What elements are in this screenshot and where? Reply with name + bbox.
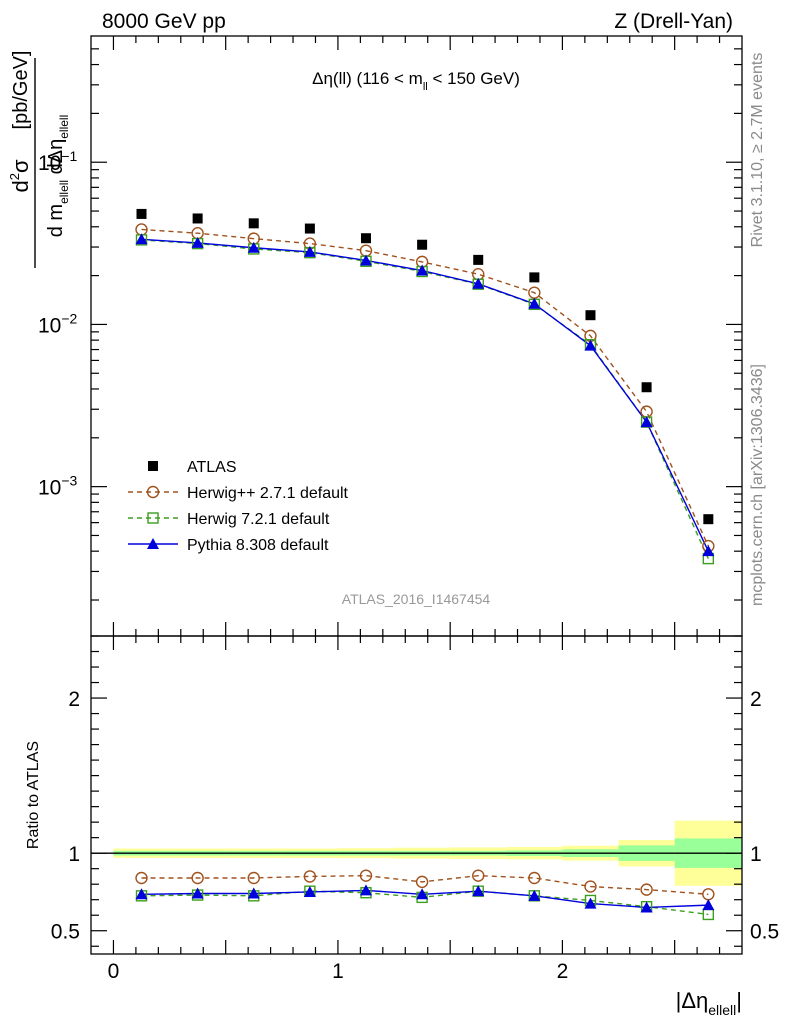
ratio-point-herwigpp [584,880,597,893]
ratio-point-pythia [359,884,372,896]
point-atlas [248,218,259,229]
ratio-frame [90,635,743,955]
legend-label-atlas: ATLAS [187,459,237,476]
side-label-mcplots: mcplots.cern.ch [arXiv:1306.3436] [749,364,766,606]
ylabel-unit-text: [pb/GeV] [10,51,32,130]
point-pythia [135,233,148,245]
ylabel-denominator: d mellell dΔηellell [45,115,71,238]
point-pythia [247,241,260,253]
ylabel-numerator: d2σ [7,159,33,192]
point-atlas [585,310,596,321]
ratio-y-tick-label: 1 [68,843,80,866]
point-atlas [529,272,540,283]
point-pythia [584,339,597,351]
x-axis-label-sub: ellell [708,1002,736,1018]
x-axis-label-post: | [736,988,742,1013]
watermark: ATLAS_2016_I1467454 [342,591,491,607]
point-atlas [417,239,428,250]
ratio-y-tick-label-right: 1 [750,843,762,866]
main-panel: 10−1 10−2 10−3 Δη(ll) (116 < mll < 150 GeV… [7,35,743,637]
ratio-point-pythia [191,887,204,899]
series-line-pythia [141,238,709,552]
point-pythia [702,545,715,557]
y-tick-label: 10−2 [38,310,78,337]
point-pythia [191,236,204,248]
ratio-ylabel: Ratio to ATLAS [25,741,42,849]
point-atlas [703,514,714,525]
ratio-point-pythia [584,897,597,909]
point-pythia [416,264,429,276]
header-left: 8000 GeV pp [102,10,226,33]
ratio-point-herwigpp [135,871,148,885]
main-marks [135,208,715,565]
ratio-point-herwigpp [472,869,485,882]
point-atlas [360,233,371,244]
ratio-marks [135,869,715,921]
main-ticks: 10−1 10−2 10−3 [38,36,742,636]
y-tick-label: 10−3 [38,473,78,500]
ratio-point-pythia [303,885,316,897]
point-pythia [528,297,541,309]
point-atlas [136,208,147,219]
ratio-point-herwigpp [303,870,317,883]
ratio-point-pythia [247,887,260,899]
header-right: Z (Drell-Yan) [614,10,733,33]
legend-marker-herwig7 [147,512,159,524]
point-herwigpp [640,405,653,418]
ratio-point-pythia [640,901,653,913]
ratio-point-herwigpp [191,871,204,885]
point-atlas [304,223,315,234]
ratio-y-tick-label: 2 [68,688,80,711]
legend-label-herwigpp: Herwig++ 2.7.1 default [187,485,349,502]
legend-marker-herwigpp [146,485,160,499]
legend: ATLAS Herwig++ 2.7.1 default Herwig 7.2.1 … [128,459,349,554]
ratio-point-herwigpp [640,883,653,896]
ratio-point-herwigpp [528,871,541,885]
main-title-post: < 150 GeV) [428,69,520,88]
x-axis-label-pre: |Δη [676,988,709,1013]
main-title-sub: ll [423,81,428,93]
ratio-y-tick-label: 0.5 [51,921,80,944]
ratio-point-pythia [528,889,541,901]
ratio-panel: 0.5 0.5 1 1 2 2 0 1 2 Ratio to ATLAS |Δηellell| [25,635,779,1018]
x-tick-label: 0 [108,960,120,983]
point-pythia [359,254,372,266]
ratio-ticks: 0.5 0.5 1 1 2 2 0 1 2 [51,635,779,983]
legend-marker-pythia [147,538,159,549]
ratio-point-herwigpp [415,875,429,889]
ratio-point-pythia [416,888,429,900]
main-title: Δη(ll) (116 < mll < 150 GeV) [312,69,520,93]
point-pythia [640,416,653,428]
ratio-y-tick-label-right: 2 [750,688,762,711]
ratio-point-herwigpp [359,869,373,882]
ratio-point-herwigpp [247,871,260,885]
point-pythia [303,245,316,257]
legend-marker-atlas [148,461,158,471]
x-tick-label: 1 [332,960,344,983]
legend-label-herwig7: Herwig 7.2.1 default [187,511,330,528]
ratio-line-herwigpp [141,874,709,895]
point-atlas [473,254,484,265]
ratio-y-tick-label-right: 0.5 [750,921,779,944]
main-title-pre: Δη(ll) (116 < m [312,69,423,88]
point-atlas [192,213,203,224]
x-axis-label: |Δηellell| [676,988,742,1018]
ratio-point-pythia [472,885,485,897]
series-line-herwigpp [141,228,709,547]
ratio-point-pythia [702,899,715,911]
side-label-rivet: Rivet 3.1.10, ≥ 2.7M events [749,53,766,248]
legend-label-pythia: Pythia 8.308 default [187,537,329,554]
point-atlas [641,382,652,393]
y-tick-label: 10−1 [38,148,78,175]
x-tick-label: 2 [557,960,569,983]
point-pythia [472,277,485,289]
ratio-point-pythia [135,888,148,900]
